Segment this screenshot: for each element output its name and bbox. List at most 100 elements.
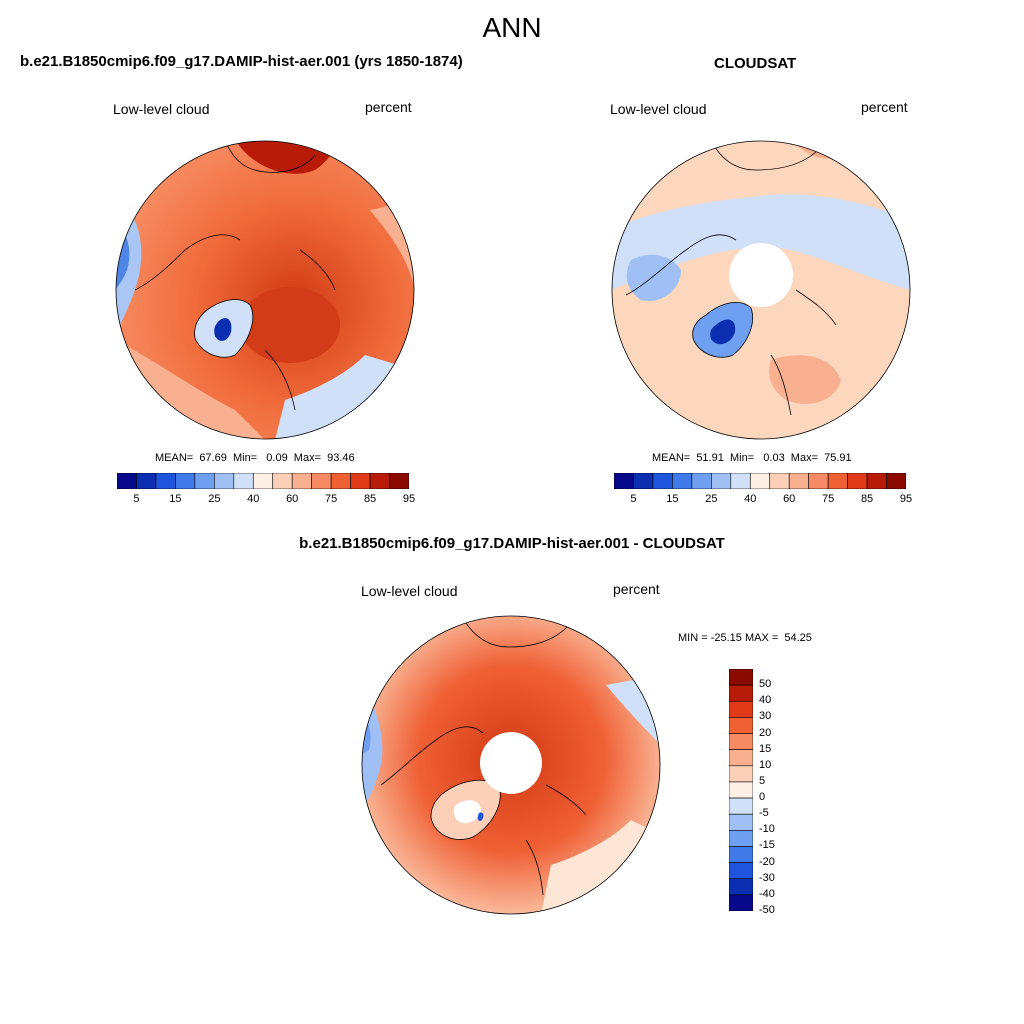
colorbar-tick-label: -15 (759, 839, 775, 852)
colorbar-tick-label: 85 (363, 493, 377, 505)
colorbar-swatch (729, 749, 753, 767)
colorbar-tick-label: 40 (744, 493, 757, 505)
colorbar-swatch (729, 684, 753, 702)
colorbar-swatch (788, 473, 809, 489)
panel-1-units: percent (365, 99, 412, 115)
colorbar-swatch (214, 473, 235, 489)
panel-2-colorbar-labels: 5 15 25 40 60 75 85 95 (614, 493, 912, 507)
colorbar-swatch (136, 473, 157, 489)
colorbar-tick-label: -50 (759, 904, 775, 916)
colorbar-tick-label: 20 (759, 726, 772, 739)
panel-2-coast-siberia (795, 289, 837, 326)
colorbar-swatch (729, 797, 753, 815)
panel-2-missing-pole (729, 243, 793, 307)
colorbar-swatch (886, 473, 906, 489)
panel-1-coast-siberia (299, 249, 336, 291)
colorbar-tick-label: 25 (208, 493, 221, 505)
panel-1-coast-europe (264, 349, 296, 411)
colorbar-swatch (729, 669, 753, 686)
colorbar-tick-label: 60 (783, 493, 796, 505)
panel-1-center-dark (240, 287, 340, 363)
colorbar-tick-label: 15 (759, 742, 772, 755)
panel-3-colorbar-labels: 50 40 30 20 15 10 5 0 -5 -10 -15 -20 -30 -40 -50 (759, 669, 799, 916)
colorbar-tick-label: 15 (666, 493, 679, 505)
colorbar-swatch (330, 473, 351, 489)
colorbar-tick-label: 10 (759, 758, 772, 771)
colorbar-swatch (729, 862, 753, 880)
colorbar-tick-label: 30 (759, 710, 772, 723)
panel-1-variable: Low-level cloud (113, 101, 210, 117)
colorbar-swatch (389, 473, 409, 489)
colorbar-swatch (272, 473, 293, 489)
colorbar-swatch (155, 473, 176, 489)
panel-3-coast-asia (460, 616, 568, 648)
colorbar-swatch (808, 473, 829, 489)
panel-1-colorbar-labels: 5 15 25 40 60 75 85 95 (117, 493, 415, 507)
panel-2-coast-asia (710, 141, 817, 171)
colorbar-swatch (291, 473, 312, 489)
panel-3-coast-america (380, 726, 484, 786)
panel-1-map-border (115, 140, 415, 440)
colorbar-tick-label: 5 (133, 493, 140, 505)
panel-3-units: percent (613, 581, 660, 597)
colorbar-swatch (730, 473, 751, 489)
colorbar-tick-label: 75 (822, 493, 835, 505)
colorbar-tick-label: 75 (325, 493, 338, 505)
panel-3-greenland-core (453, 800, 481, 824)
panel-3-variable: Low-level cloud (361, 583, 458, 599)
colorbar-swatch (729, 765, 753, 783)
colorbar-swatch (827, 473, 848, 489)
colorbar-swatch (614, 473, 634, 489)
panel-1-stats: MEAN= 67.69 Min= 0.09 Max= 93.46 (155, 452, 355, 464)
colorbar-swatch (729, 781, 753, 799)
colorbar-tick-label: 25 (705, 493, 718, 505)
colorbar-swatch (729, 733, 753, 750)
colorbar-swatch (729, 813, 753, 831)
panel-3-map-border (361, 615, 661, 915)
panel-2-stats: MEAN= 51.91 Min= 0.03 Max= 75.91 (652, 452, 852, 464)
panel-3-coast-europe (525, 839, 544, 896)
panel-2-map-border (611, 140, 911, 440)
panel-2-map (611, 140, 911, 440)
panel-2-colorbar (614, 473, 906, 489)
panel-2-title: CLOUDSAT (714, 55, 797, 72)
panel-2-coast-europe (770, 354, 792, 416)
panel-3-coast-siberia (545, 784, 587, 816)
colorbar-swatch (350, 473, 371, 489)
colorbar-tick-label: 60 (286, 493, 299, 505)
colorbar-swatch (749, 473, 771, 489)
colorbar-swatch (711, 473, 732, 489)
panel-1-greenland-core (214, 318, 232, 341)
panel-2-west-blue (626, 254, 681, 301)
panel-3-colorbar (729, 669, 753, 911)
colorbar-swatch (729, 878, 753, 896)
colorbar-swatch (175, 473, 196, 489)
colorbar-tick-label: -40 (759, 887, 775, 900)
colorbar-tick-label: 95 (899, 493, 913, 505)
panel-3-title: b.e21.B1850cmip6.f09_g17.DAMIP-hist-aer.… (299, 535, 725, 552)
colorbar-tick-label: 40 (247, 493, 260, 505)
panel-2-south-warm (769, 355, 841, 404)
colorbar-swatch (633, 473, 654, 489)
colorbar-swatch (847, 473, 868, 489)
colorbar-swatch (252, 473, 274, 489)
main-title: ANN (482, 12, 542, 43)
colorbar-swatch (233, 473, 254, 489)
colorbar-tick-label: 0 (759, 791, 766, 804)
colorbar-tick-label: 85 (860, 493, 874, 505)
colorbar-swatch (117, 473, 137, 489)
colorbar-tick-label: 95 (402, 493, 416, 505)
colorbar-tick-label: -20 (759, 855, 775, 868)
colorbar-tick-label: 40 (759, 694, 772, 707)
colorbar-swatch (652, 473, 673, 489)
colorbar-tick-label: 50 (759, 678, 772, 691)
colorbar-swatch (729, 894, 753, 911)
panel-1-colorbar (117, 473, 409, 489)
colorbar-swatch (369, 473, 390, 489)
panel-3-missing-pole (480, 732, 542, 794)
panel-2-low-cloud-band (612, 194, 910, 290)
colorbar-swatch (769, 473, 790, 489)
colorbar-tick-label: 5 (630, 493, 637, 505)
colorbar-swatch (729, 700, 753, 718)
colorbar-tick-label: 15 (169, 493, 182, 505)
